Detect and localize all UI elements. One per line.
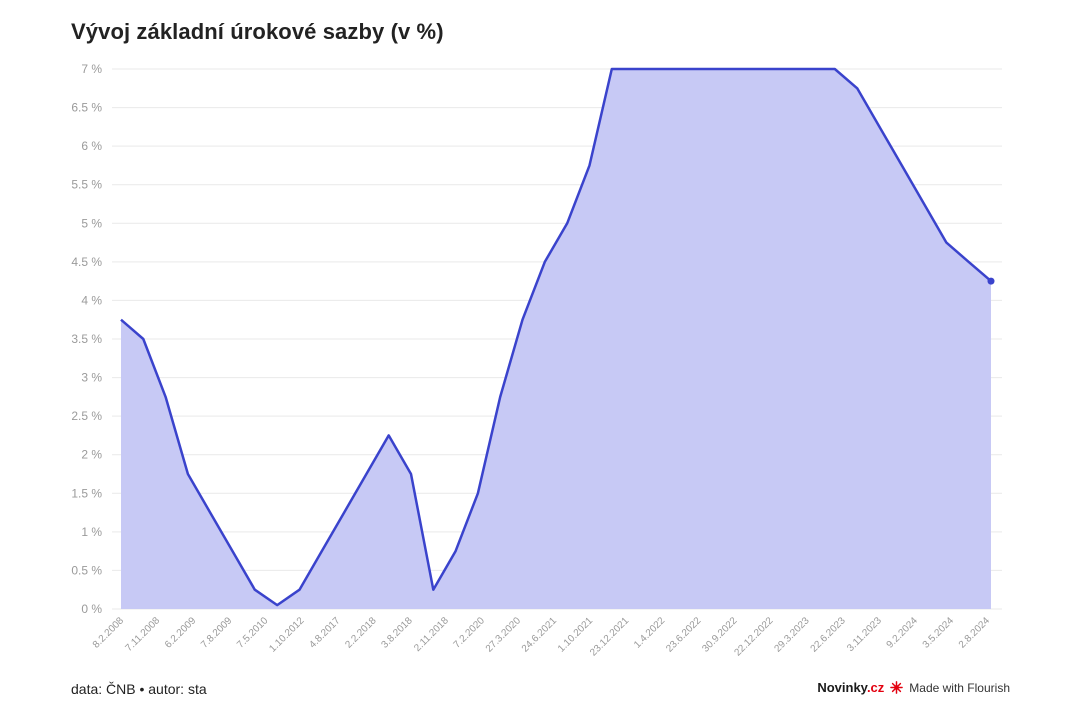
flourish-icon <box>890 681 904 694</box>
y-tick-label: 3 % <box>81 371 102 385</box>
x-tick-label: 9.2.2024 <box>885 615 921 651</box>
series-area <box>121 69 991 609</box>
series-markers <box>987 277 995 285</box>
x-tick-label: 27.3.2020 <box>484 615 524 655</box>
x-tick-label: 1.4.2022 <box>632 615 668 651</box>
y-tick-label: 0 % <box>81 602 102 616</box>
x-tick-label: 7.5.2010 <box>235 615 271 651</box>
x-tick-label: 22.6.2023 <box>809 615 849 655</box>
x-tick-label: 22.12.2022 <box>732 615 775 658</box>
y-tick-label: 5.5 % <box>71 178 102 192</box>
x-tick-label: 3.8.2018 <box>379 615 415 651</box>
x-tick-label: 7.2.2020 <box>452 615 488 651</box>
y-tick-label: 3.5 % <box>71 332 102 346</box>
x-tick-label: 2.2.2018 <box>343 615 379 651</box>
x-tick-label: 3.11.2023 <box>845 615 884 654</box>
y-tick-label: 2.5 % <box>71 409 102 423</box>
x-tick-label: 6.2.2009 <box>163 615 199 651</box>
y-tick-label: 1.5 % <box>71 486 102 500</box>
x-tick-label: 24.6.2021 <box>520 615 560 655</box>
y-tick-label: 1 % <box>81 525 102 539</box>
x-tick-label: 7.11.2008 <box>123 615 162 654</box>
footer-branding: Novinky.cz Made with Flourish <box>817 680 1010 695</box>
series-line <box>120 67 992 607</box>
x-tick-label: 1.10.2012 <box>267 615 307 655</box>
y-tick-label: 6.5 % <box>71 101 102 115</box>
x-tick-label: 29.3.2023 <box>772 615 812 655</box>
brand-logo[interactable]: Novinky.cz <box>817 680 885 695</box>
y-tick-label: 4.5 % <box>71 255 102 269</box>
chart-title: Vývoj základní úrokové sazby (v %) <box>71 19 444 44</box>
y-tick-label: 5 % <box>81 216 102 230</box>
y-axis-ticks: 0 % 0.5 % 1 % 1.5 % 2 % 2.5 % 3 % 3.5 % 4 % 4.5 %… <box>71 62 102 616</box>
y-tick-label: 7 % <box>81 62 102 76</box>
x-tick-label: 23.6.2022 <box>664 615 704 655</box>
last-point-marker <box>987 277 995 285</box>
flourish-credit[interactable]: Made with Flourish <box>909 680 1010 695</box>
source-credit: data: ČNB • autor: sta <box>71 681 207 697</box>
area-chart: 0 % 0.5 % 1 % 1.5 % 2 % 2.5 % 3 % 3.5 % 4 % 4.5 %… <box>71 62 1002 659</box>
x-tick-label: 7.8.2009 <box>199 615 235 651</box>
x-tick-label: 2.11.2018 <box>412 615 451 654</box>
x-tick-label: 2.8.2024 <box>957 615 993 651</box>
y-tick-label: 6 % <box>81 139 102 153</box>
x-tick-label: 4.8.2017 <box>307 615 343 651</box>
y-tick-label: 4 % <box>81 293 102 307</box>
x-tick-label: 3.5.2024 <box>921 615 957 651</box>
x-tick-label: 23.12.2021 <box>588 615 631 658</box>
y-tick-label: 0.5 % <box>71 563 102 577</box>
x-tick-label: 8.2.2008 <box>91 615 127 651</box>
y-tick-label: 2 % <box>81 448 102 462</box>
